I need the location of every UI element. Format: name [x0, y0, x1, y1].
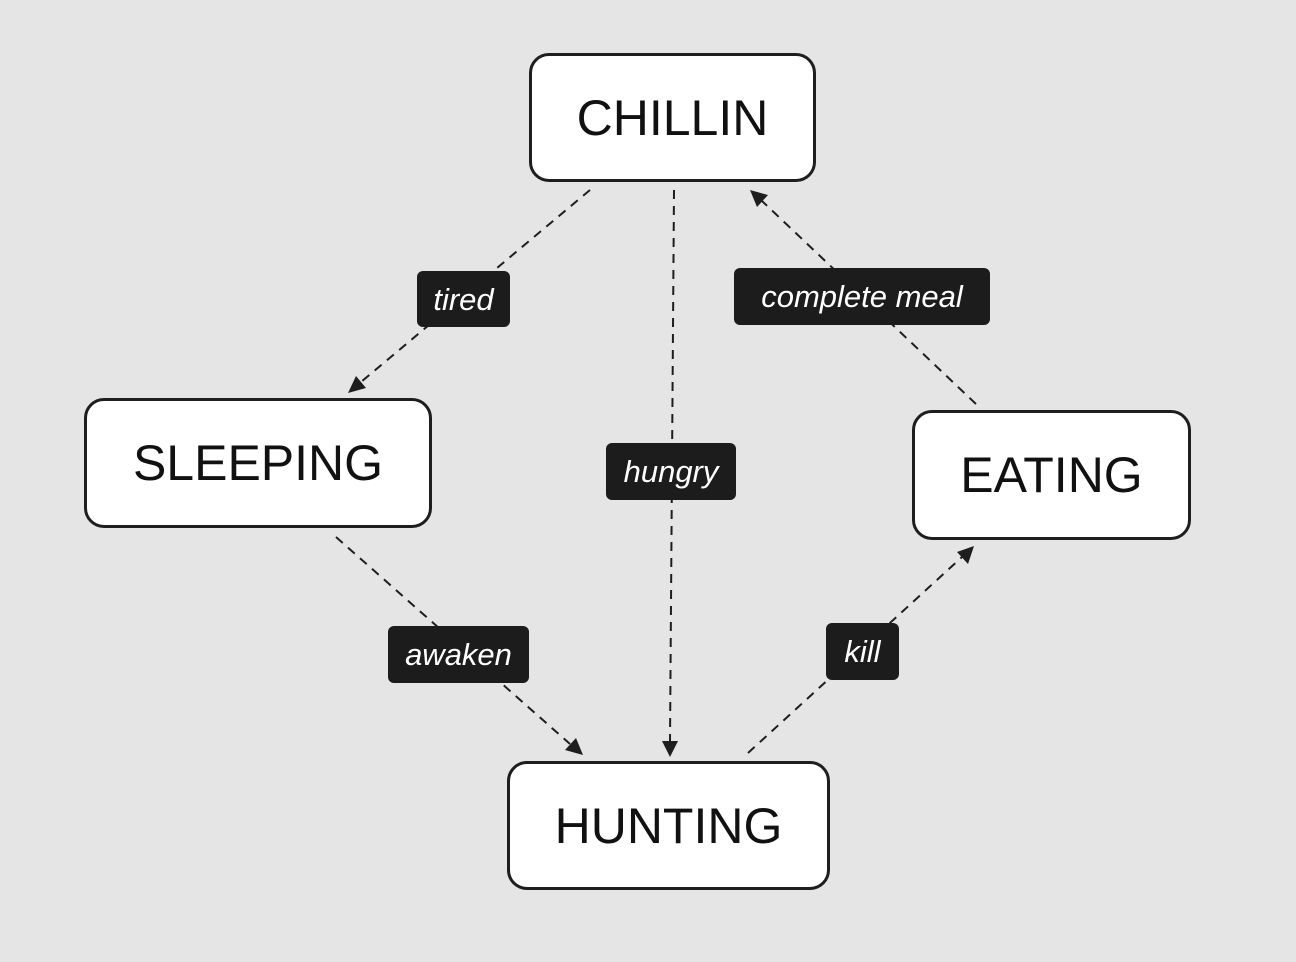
edge-label-kill: kill	[826, 623, 899, 680]
edge-label-complete-meal: complete meal	[734, 268, 990, 325]
state-node-sleeping: SLEEPING	[84, 398, 432, 528]
state-node-label: SLEEPING	[132, 435, 384, 491]
arrowhead-icon	[348, 376, 366, 393]
state-node-label: CHILLIN	[576, 89, 769, 146]
edge-sleeping-to-hunting	[335, 536, 583, 755]
state-node-hunting: HUNTING	[507, 761, 830, 890]
arrowhead-icon	[750, 190, 768, 207]
state-node-label: HUNTING	[554, 797, 783, 854]
state-node-label: EATING	[960, 447, 1143, 503]
edge-label-hungry: hungry	[606, 443, 736, 500]
state-node-eating: EATING	[912, 410, 1191, 540]
arrowhead-icon	[662, 741, 678, 757]
edge-label-awaken: awaken	[388, 626, 529, 683]
state-node-chillin: CHILLIN	[529, 53, 816, 182]
arrowhead-icon	[957, 546, 974, 564]
arrowhead-icon	[565, 738, 583, 755]
edge-label-tired: tired	[417, 271, 510, 327]
